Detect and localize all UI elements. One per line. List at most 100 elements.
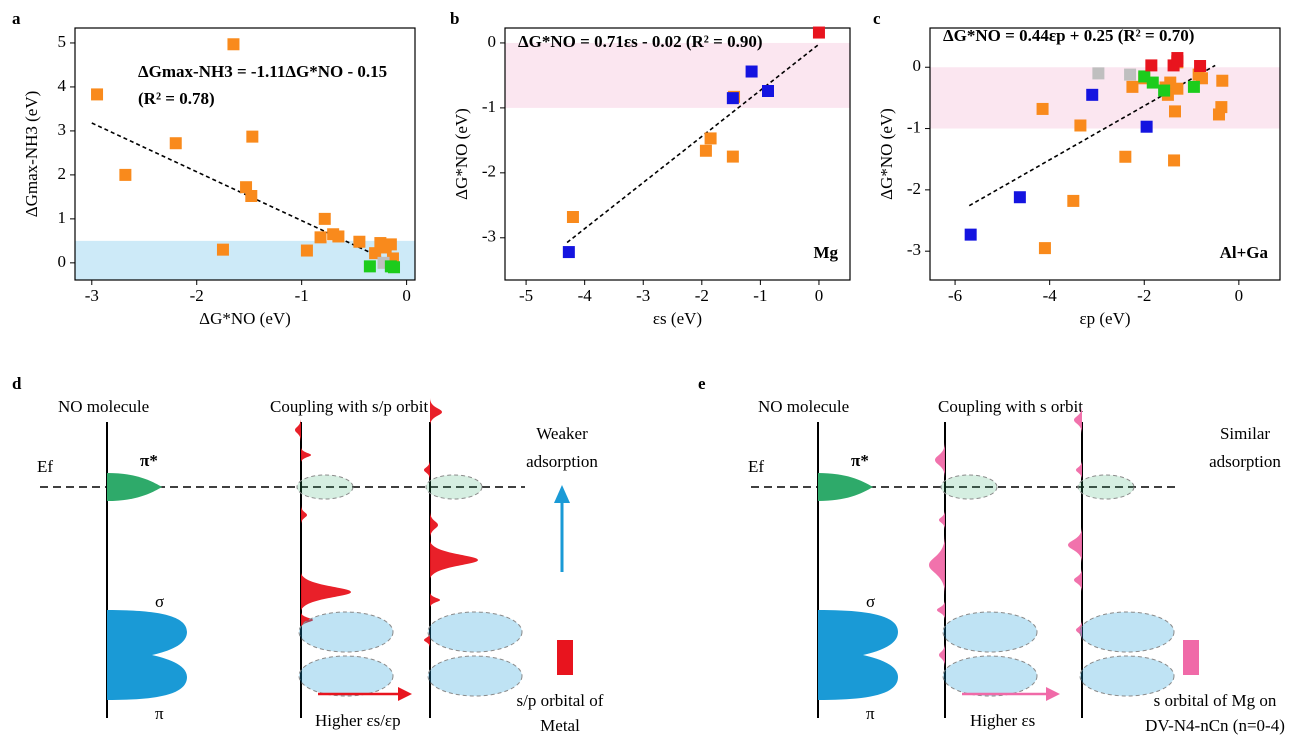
- point: [761, 85, 774, 97]
- panel-label: a: [12, 9, 21, 28]
- panel-label: c: [873, 9, 881, 28]
- x-tick-label: -6: [948, 286, 962, 305]
- point: [704, 132, 717, 145]
- sigma-pi-lobe: [107, 610, 187, 700]
- dos-peak: [301, 505, 307, 525]
- point: [1216, 74, 1229, 87]
- dos-peak: [1068, 527, 1082, 563]
- pi-star-overlap: [296, 474, 354, 500]
- x-tick-label: -4: [578, 286, 593, 305]
- axes-frame: [504, 27, 851, 281]
- x-tick-label: -3: [85, 286, 99, 305]
- point: [964, 228, 977, 241]
- sigma-pi-overlap: [298, 655, 394, 697]
- x-tick-label: -2: [695, 286, 709, 305]
- point: [1038, 242, 1051, 255]
- dos-peak: [939, 510, 945, 530]
- pi-star-overlap: [425, 474, 483, 500]
- dos-peak: [430, 592, 440, 608]
- y-tick-label: 0: [488, 32, 497, 51]
- dos-peak: [929, 535, 945, 595]
- y-tick-label: -2: [907, 179, 921, 198]
- x-axis-label: ΔG*NO (eV): [199, 309, 291, 328]
- axes-frame: [929, 27, 1281, 281]
- dos-peak: [939, 643, 945, 667]
- y-tick-label: -1: [907, 117, 921, 136]
- sigma-pi-overlap: [942, 655, 1038, 697]
- dos-peak: [295, 418, 301, 442]
- point: [332, 230, 345, 243]
- point: [363, 260, 376, 273]
- x-tick-label: 0: [815, 286, 824, 305]
- point: [1126, 80, 1139, 93]
- point: [245, 190, 258, 202]
- point: [1194, 60, 1207, 73]
- pi-star-label: π*: [140, 451, 158, 470]
- point: [314, 231, 327, 244]
- dos-peak: [430, 511, 438, 539]
- y-tick-label: 0: [913, 56, 922, 75]
- x-tick-label: 0: [402, 286, 411, 305]
- sigma-pi-overlap: [1079, 611, 1175, 653]
- fit-line: [566, 43, 820, 244]
- fermi-label: Ef: [37, 457, 53, 476]
- y-tick-label: -3: [482, 227, 496, 246]
- point: [562, 246, 575, 259]
- x-tick-label: -2: [190, 286, 204, 305]
- point: [1169, 105, 1181, 118]
- note-text: Weaker: [536, 424, 588, 443]
- fit-line: [968, 64, 1216, 207]
- fermi-label: Ef: [748, 457, 764, 476]
- point: [369, 247, 382, 260]
- y-tick-label: -2: [482, 162, 496, 181]
- pi-label: π: [155, 704, 164, 723]
- legend-text: DV-N4-nCn (n=0-4): [1145, 716, 1285, 735]
- x-tick-label: -1: [295, 286, 309, 305]
- pi-star-overlap: [940, 474, 998, 500]
- point: [353, 235, 366, 248]
- molecule-title: NO molecule: [58, 397, 149, 416]
- point: [1168, 154, 1181, 167]
- dos-peak: [430, 540, 478, 580]
- x-tick-label: -2: [1137, 286, 1151, 305]
- orbital-swatch: [1183, 640, 1199, 675]
- sigma-pi-lobe: [818, 610, 898, 700]
- dos-peak: [424, 632, 430, 648]
- dos-peak: [301, 612, 313, 628]
- point: [1119, 150, 1132, 163]
- shift-arrow-head: [398, 687, 412, 701]
- sigma-label: σ: [866, 592, 875, 611]
- point: [169, 137, 182, 150]
- sigma-pi-overlap: [427, 655, 523, 697]
- point: [227, 38, 240, 51]
- panel-tag: Mg: [813, 243, 838, 262]
- pi-label: π: [866, 704, 875, 723]
- y-axis-label: ΔGmax-NH3 (eV): [22, 91, 41, 218]
- point: [1171, 82, 1184, 95]
- x-tick-label: -4: [1043, 286, 1058, 305]
- dos-peak: [424, 460, 430, 480]
- dos-peak: [1076, 620, 1082, 640]
- point: [1171, 55, 1184, 68]
- y-tick-label: 1: [58, 208, 67, 227]
- legend-text: Metal: [540, 716, 580, 735]
- note-text: adsorption: [526, 452, 598, 471]
- point: [1086, 88, 1099, 101]
- equation: ΔG*NO = 0.71εs - 0.02 (R² = 0.90): [518, 32, 763, 51]
- up-arrow-head: [554, 485, 570, 503]
- shift-arrow-head: [1046, 687, 1060, 701]
- y-tick-label: 0: [58, 252, 67, 271]
- x-tick-label: 0: [1235, 286, 1244, 305]
- point: [699, 144, 712, 157]
- dos-peak: [430, 398, 442, 426]
- point: [379, 241, 392, 254]
- panel-label: d: [12, 374, 22, 393]
- r-squared: (R² = 0.78): [138, 89, 215, 108]
- pi-star-label: π*: [851, 451, 869, 470]
- coupling-title: Coupling with s/p orbit: [270, 397, 428, 416]
- shift-text: Higher εs: [970, 711, 1035, 730]
- point: [388, 261, 401, 274]
- point: [1067, 194, 1080, 207]
- point: [726, 92, 739, 105]
